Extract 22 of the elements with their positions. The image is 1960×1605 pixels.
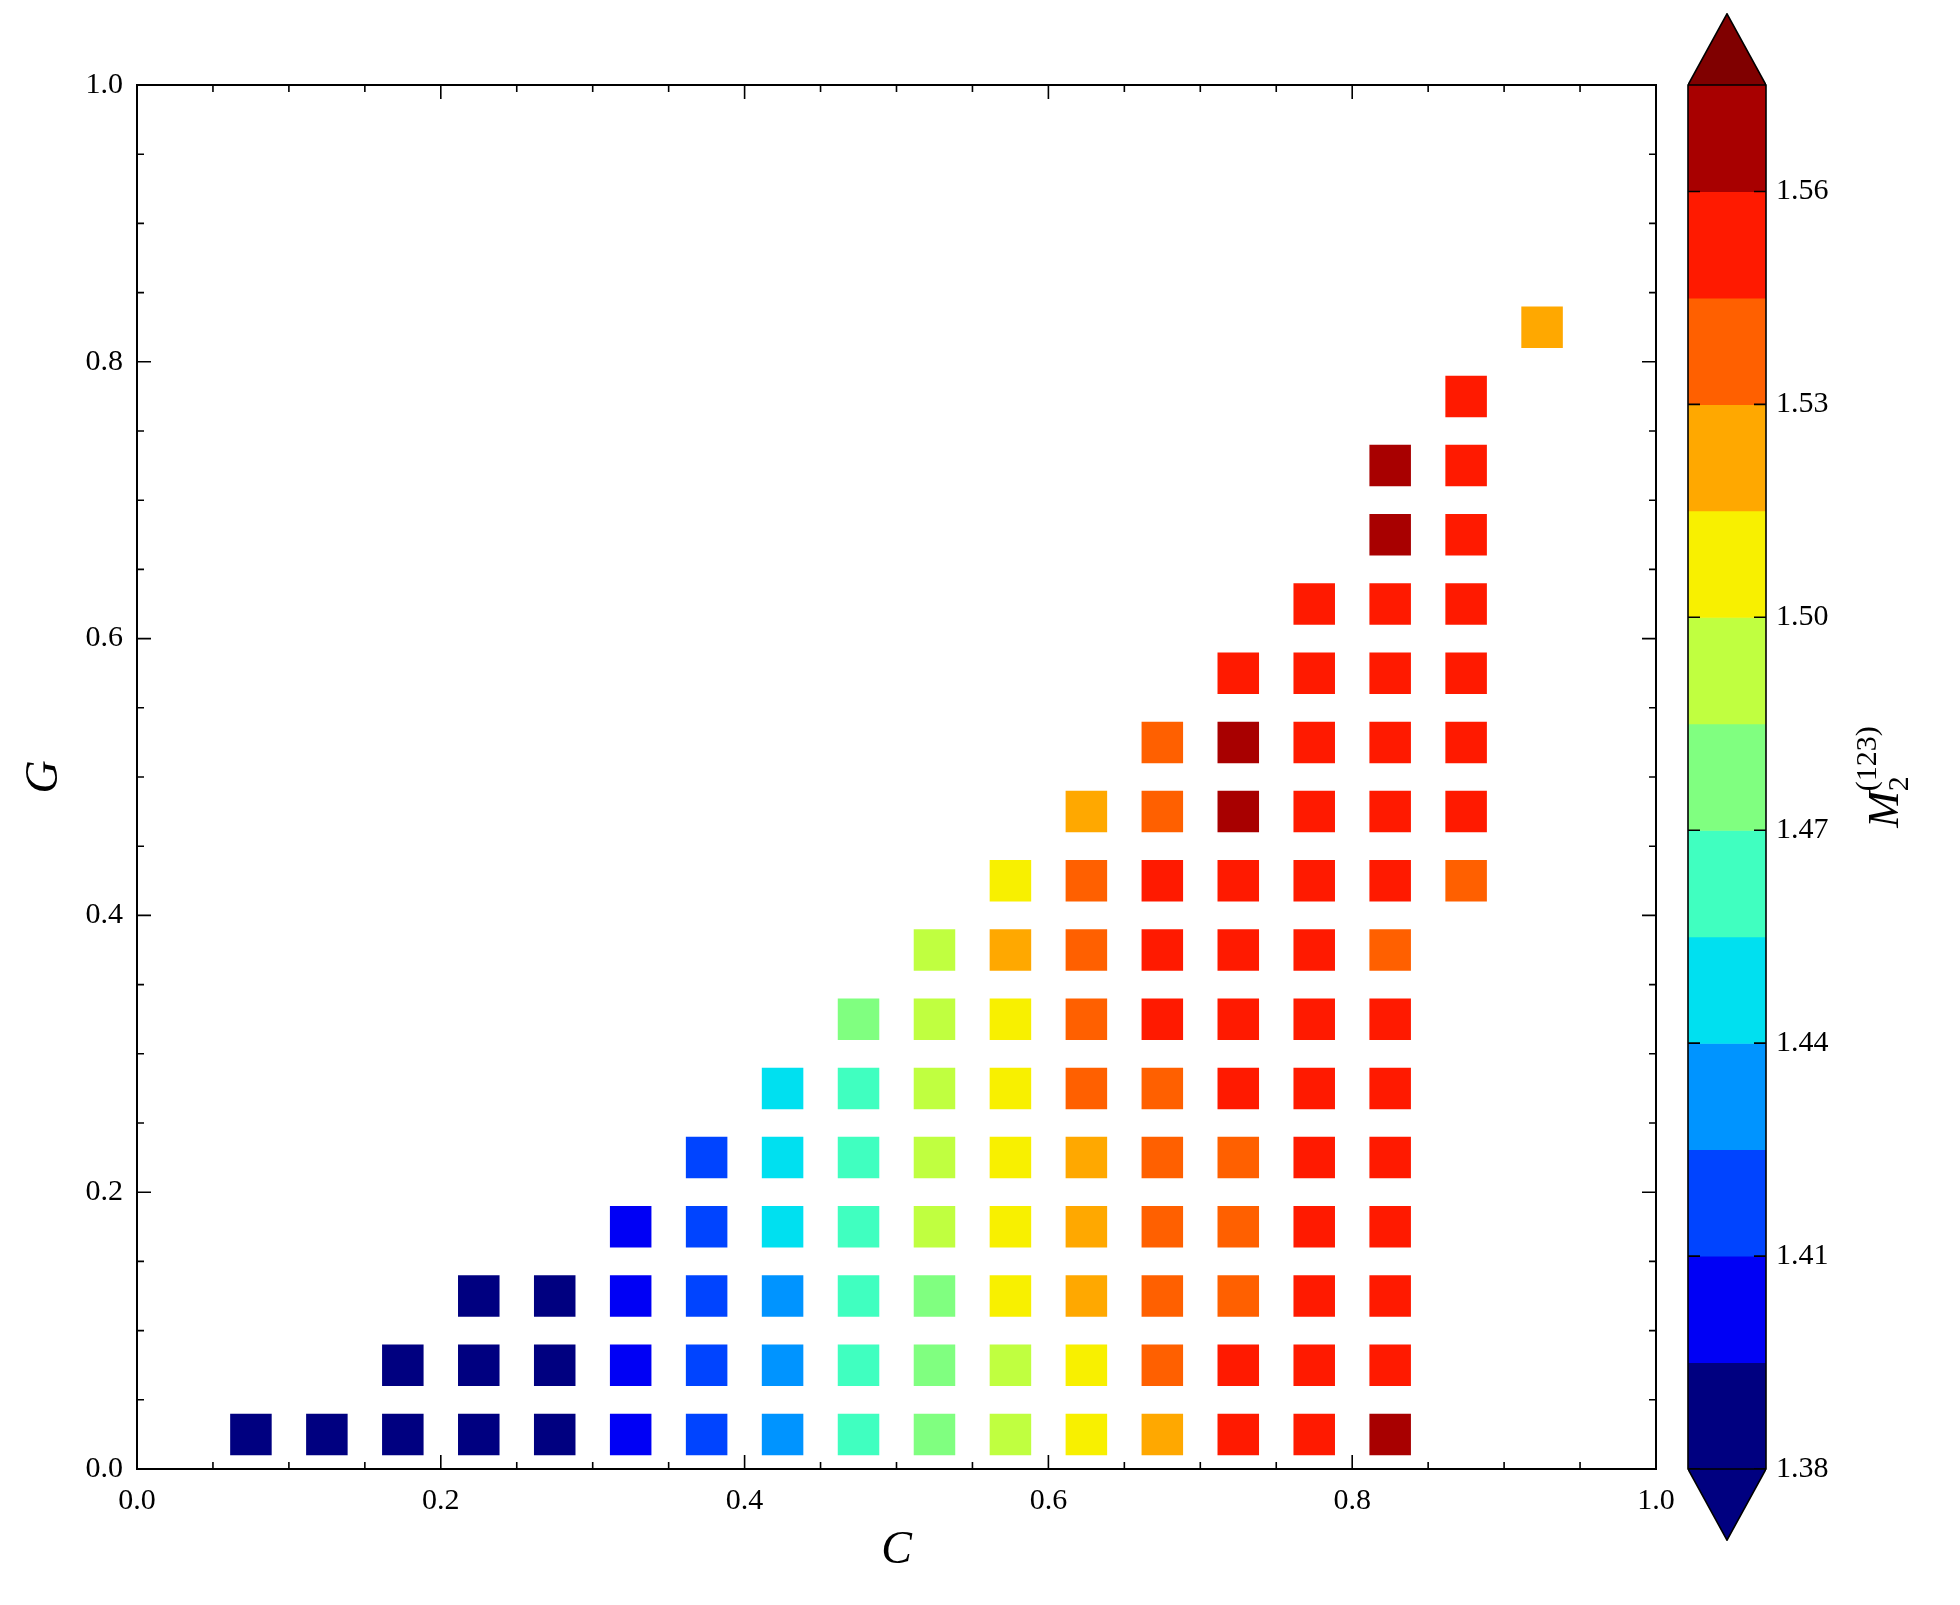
y-tick-label: 0.4 <box>85 896 123 930</box>
y-tick-label: 0.2 <box>85 1173 123 1207</box>
color-bar-label: 1.38 <box>1776 1449 1829 1483</box>
x-tick-label: 0.8 <box>1333 1481 1371 1515</box>
color-bar-label: 1.44 <box>1776 1024 1829 1058</box>
color-bar-label: 1.41 <box>1776 1236 1829 1270</box>
color-bar-label: 1.53 <box>1776 385 1829 419</box>
color-bar-label: 1.50 <box>1776 598 1829 632</box>
color-bar-label: 1.47 <box>1776 811 1829 845</box>
x-tick-label: 0.2 <box>422 1481 460 1515</box>
color-bar-title: M2(123) <box>1849 726 1914 829</box>
color-bar-label: 1.56 <box>1776 172 1829 206</box>
y-axis-title: G <box>15 760 67 794</box>
x-tick-label: 1.0 <box>1637 1481 1675 1515</box>
x-tick-label: 0.6 <box>1029 1481 1068 1515</box>
y-tick-label: 0.6 <box>85 619 123 653</box>
y-tick-label: 0.8 <box>85 342 123 376</box>
x-tick-label: 0.0 <box>118 1481 156 1515</box>
y-tick-label: 0.0 <box>85 1449 123 1483</box>
y-tick-label: 1.0 <box>85 65 123 99</box>
x-axis-title: C <box>881 1522 914 1574</box>
x-tick-label: 0.4 <box>725 1481 764 1515</box>
